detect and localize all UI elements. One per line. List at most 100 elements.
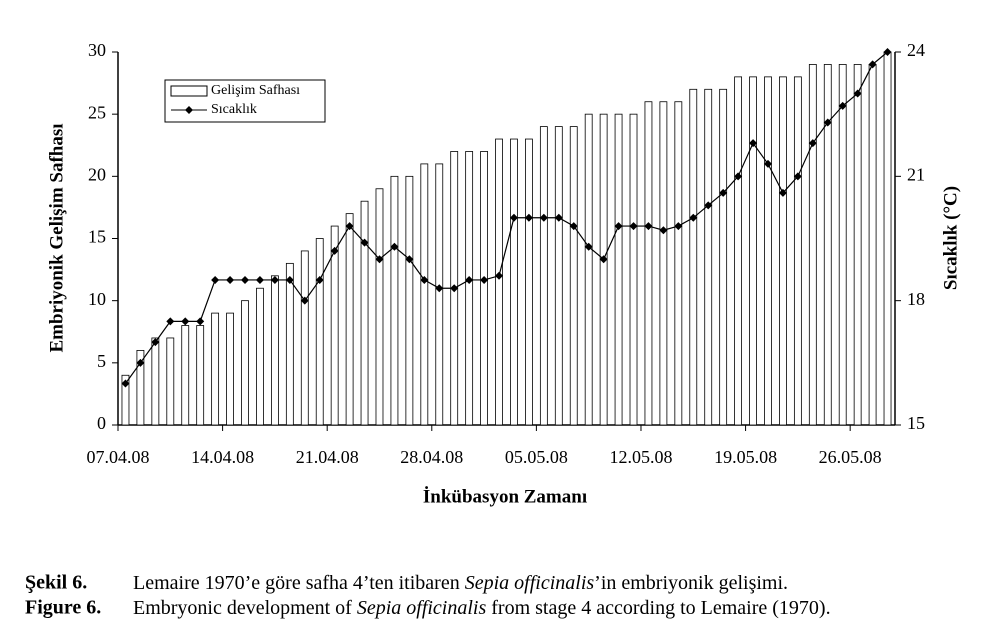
caption-label: Şekil 6. xyxy=(25,572,87,594)
bar xyxy=(315,238,324,426)
marker xyxy=(420,275,429,284)
bar xyxy=(599,113,608,426)
bar xyxy=(629,113,638,426)
marker xyxy=(270,275,279,284)
marker xyxy=(495,271,504,280)
bar xyxy=(420,163,429,426)
caption-part: Lemaire 1970’e göre safha 4’ten itibaren xyxy=(133,572,465,594)
y-axis-label: Embriyonik Gelişim Safhası xyxy=(46,123,67,352)
bar xyxy=(808,64,817,426)
marker xyxy=(704,201,713,210)
x-tick-label: 28.04.08 xyxy=(400,447,463,467)
bar xyxy=(166,337,175,426)
marker xyxy=(136,358,145,367)
caption-text: Lemaire 1970’e göre safha 4’ten itibaren… xyxy=(133,572,788,594)
y2-tick-label: 18 xyxy=(907,289,925,309)
bar xyxy=(674,101,683,426)
bar xyxy=(614,113,623,426)
marker xyxy=(524,213,533,222)
marker xyxy=(674,222,683,231)
bar xyxy=(480,151,488,426)
marker xyxy=(285,275,294,284)
caption-text: Embryonic development of Sepia officinal… xyxy=(133,597,831,619)
bar xyxy=(659,101,668,426)
bar xyxy=(136,349,145,426)
bar xyxy=(868,64,877,426)
marker xyxy=(196,317,205,326)
marker xyxy=(121,379,130,388)
x-tick-label: 05.05.08 xyxy=(505,447,568,467)
bar xyxy=(151,337,160,426)
bar xyxy=(256,287,264,426)
caption-part: Embryonic development of xyxy=(133,597,357,619)
bar xyxy=(345,213,354,426)
marker xyxy=(315,275,324,284)
legend-label: Sıcaklık xyxy=(211,102,257,117)
bar xyxy=(285,262,294,426)
bar xyxy=(241,300,249,426)
marker xyxy=(480,275,489,284)
marker xyxy=(599,255,608,264)
bar xyxy=(525,138,533,426)
marker xyxy=(166,317,175,326)
marker xyxy=(778,188,787,197)
bar xyxy=(181,325,190,426)
marker xyxy=(584,242,593,251)
marker xyxy=(838,101,847,110)
y-tick-label: 25 xyxy=(88,102,106,122)
bar xyxy=(689,88,698,426)
caption-part: from stage 4 according to Lemaire (1970)… xyxy=(486,597,830,619)
marker xyxy=(719,188,728,197)
y2-tick-label: 15 xyxy=(907,413,925,433)
marker xyxy=(255,275,264,284)
marker xyxy=(659,226,668,235)
marker xyxy=(181,317,190,326)
x-axis-label: İnkübasyon Zamanı xyxy=(423,486,587,507)
x-tick-label: 14.04.08 xyxy=(191,447,254,467)
bar xyxy=(569,126,578,426)
y-tick-label: 0 xyxy=(97,413,106,433)
bar xyxy=(779,76,787,426)
bar xyxy=(360,200,369,426)
bar xyxy=(749,76,757,426)
marker xyxy=(509,213,518,222)
caption-part: Sepia officinalis xyxy=(465,572,595,594)
y-tick-label: 30 xyxy=(88,40,106,60)
marker xyxy=(734,172,743,181)
caption-part: Sepia officinalis xyxy=(357,597,487,619)
marker xyxy=(211,275,220,284)
y-tick-label: 15 xyxy=(88,227,106,247)
bar xyxy=(823,64,832,426)
marker xyxy=(435,284,444,293)
marker xyxy=(808,139,817,148)
bar xyxy=(554,126,563,426)
marker xyxy=(405,255,414,264)
marker xyxy=(853,89,862,98)
x-tick-label: 26.05.08 xyxy=(819,447,882,467)
marker xyxy=(823,118,832,127)
bar xyxy=(883,51,892,426)
marker xyxy=(300,296,309,305)
marker xyxy=(345,222,354,231)
x-tick-label: 19.05.08 xyxy=(714,447,777,467)
bar xyxy=(226,312,234,426)
legend-swatch xyxy=(170,85,208,97)
bar xyxy=(734,76,743,426)
x-tick-label: 21.04.08 xyxy=(296,447,359,467)
y2-axis-label: Sıcaklık (°C) xyxy=(940,186,961,290)
bar xyxy=(465,151,474,426)
bar xyxy=(510,138,518,426)
y-tick-label: 10 xyxy=(88,289,106,309)
marker xyxy=(749,139,758,148)
marker xyxy=(465,275,474,284)
marker xyxy=(883,48,892,56)
marker xyxy=(614,222,623,231)
y-tick-label: 20 xyxy=(88,164,106,184)
y-tick-label: 5 xyxy=(97,351,106,371)
legend-swatch xyxy=(185,106,193,114)
bar xyxy=(584,113,593,426)
y2-tick-label: 21 xyxy=(907,164,925,184)
bar xyxy=(390,175,399,426)
marker xyxy=(868,60,877,69)
